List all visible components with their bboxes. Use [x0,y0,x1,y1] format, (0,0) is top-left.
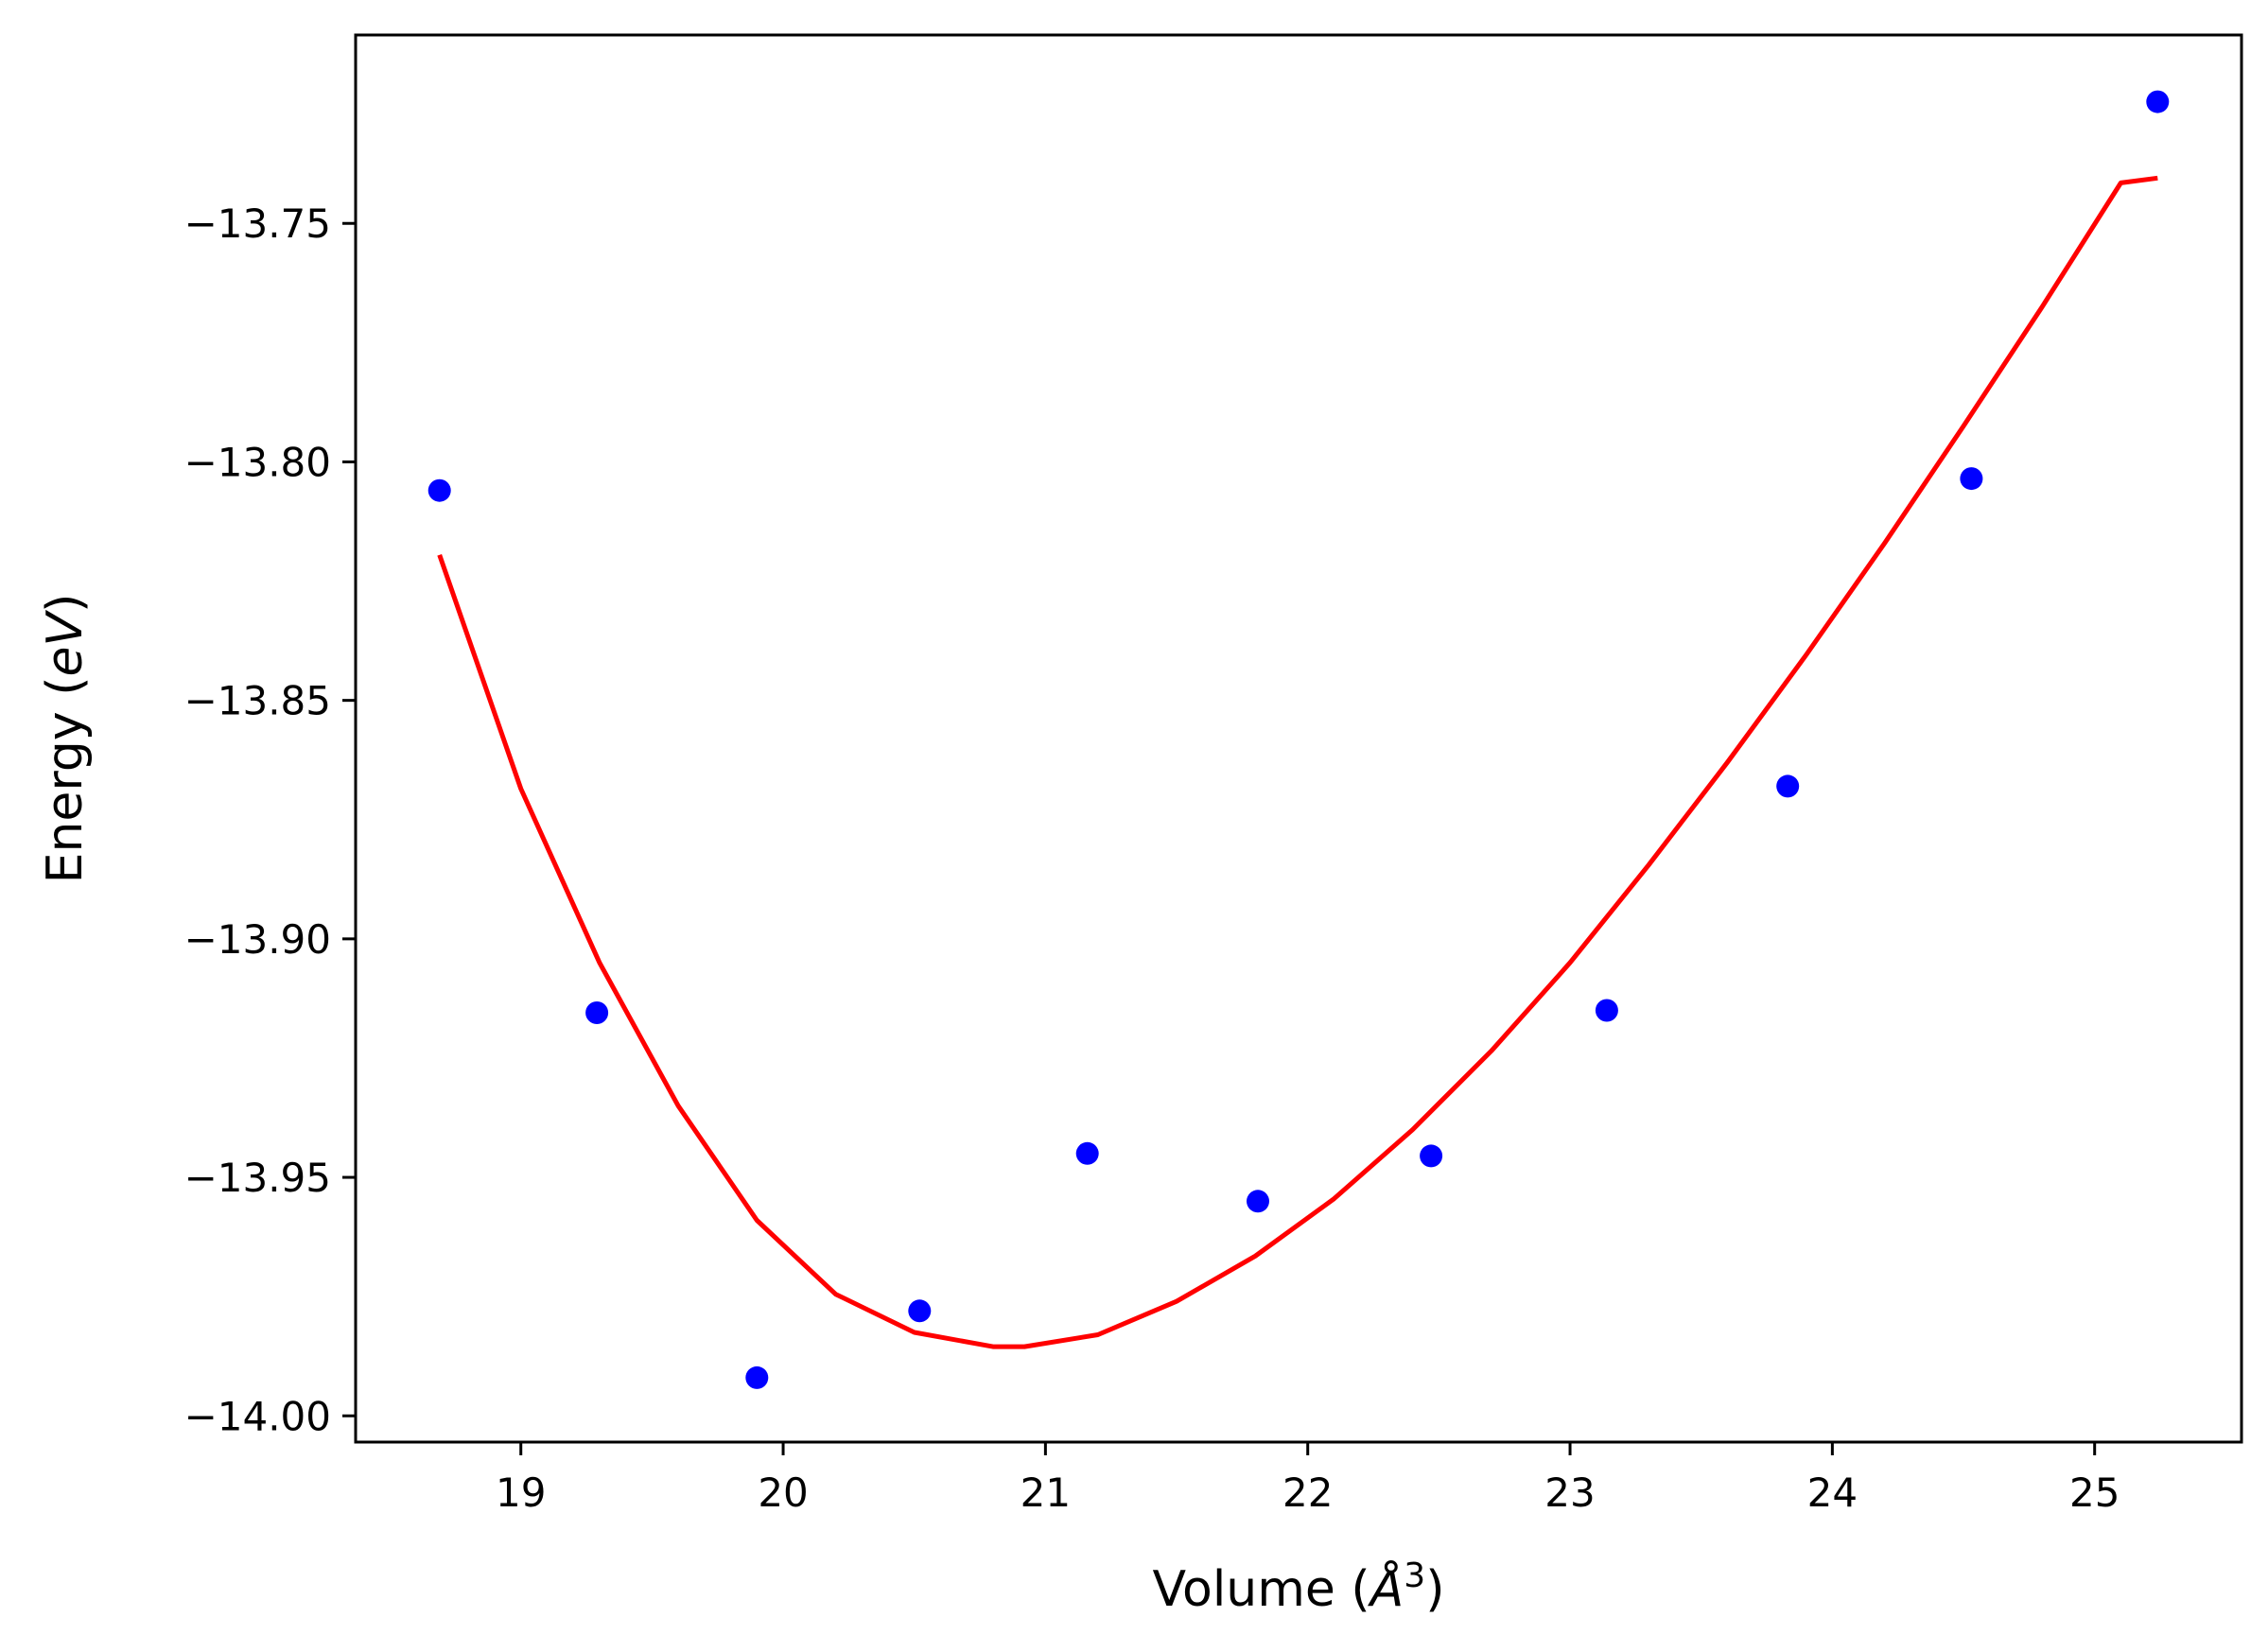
data-point [1776,774,1800,798]
data-point [745,1365,769,1389]
x-tick-label: 21 [1021,1469,1071,1516]
y-axis-label: Energy (eV) [37,594,94,884]
x-tick-label: 20 [758,1469,808,1516]
data-point [1595,999,1618,1022]
x-tick-label: 23 [1544,1469,1595,1516]
points-layer [427,90,2170,1389]
x-axis-label-symbol: Å [1368,1559,1404,1618]
y-axis-label-prefix: Energy ( [37,677,94,884]
data-point [585,1001,609,1024]
y-tick-label: −13.80 [184,439,331,485]
x-tick-label: 19 [496,1469,546,1516]
x-tick-label: 25 [2069,1469,2120,1516]
y-tick-label: −14.00 [184,1393,331,1439]
data-point [2146,90,2170,113]
fit-layer [437,175,2158,1349]
data-point [1420,1144,1443,1168]
data-point [1075,1141,1099,1165]
y-tick-label: −13.75 [184,200,331,247]
data-point [908,1299,932,1323]
fit-curve [437,175,2158,1349]
y-axis-label-suffix: ) [37,594,94,613]
plot-frame [354,33,2243,1444]
y-tick-label: −13.95 [184,1155,331,1201]
y-axis-ticks: −14.00 −13.95 −13.90 −13.85 −13.80 −13.75 [184,200,356,1439]
x-tick-label: 24 [1807,1469,1858,1516]
data-point [427,478,451,502]
data-point [1247,1190,1269,1213]
data-point [1960,467,1983,491]
x-axis-label-prefix: Volume ( [1153,1561,1370,1618]
x-tick-label: 22 [1282,1469,1333,1516]
y-tick-label: −13.85 [184,678,331,724]
x-axis-label: Volume (Å3) [1153,1556,1445,1618]
x-axis-label-sup: 3 [1404,1556,1425,1595]
y-axis-label-unit: eV [37,610,94,677]
x-axis-ticks: 19 20 21 22 23 24 25 [496,1442,2120,1516]
plot-area [356,35,2242,1442]
y-tick-label: −13.90 [184,916,331,963]
x-axis-label-suffix: ) [1425,1561,1444,1618]
